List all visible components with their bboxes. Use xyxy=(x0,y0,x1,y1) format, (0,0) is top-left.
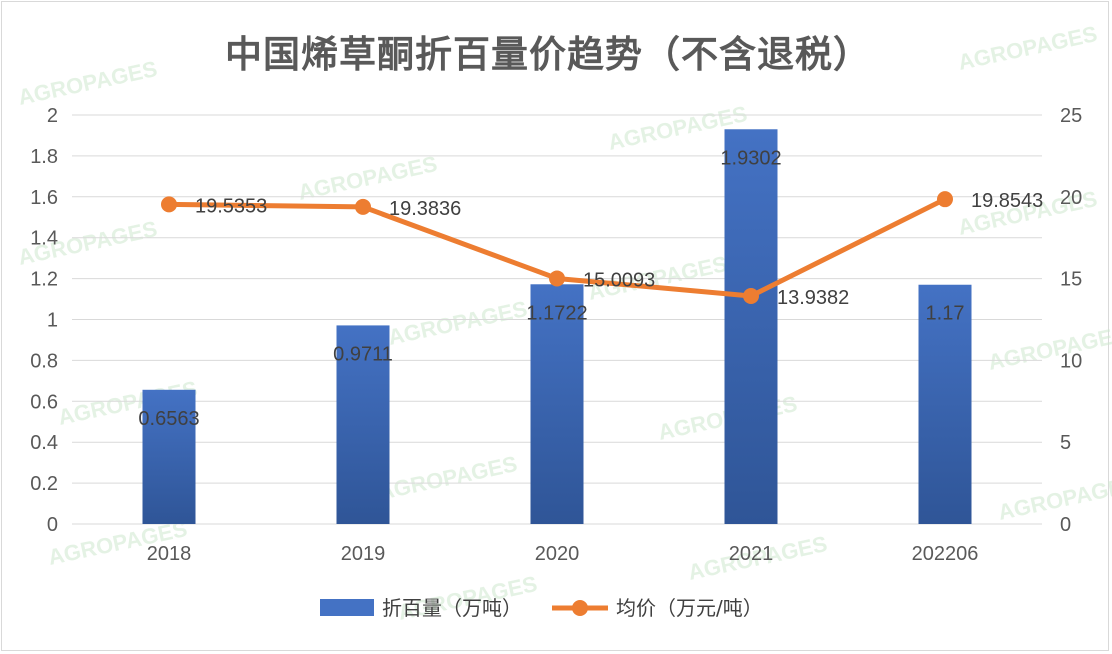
x-axis-tick-label: 2018 xyxy=(147,543,192,565)
x-axis-tick-label: 2019 xyxy=(341,543,386,565)
right-axis-ticks: 0 5 10 15 20 25 xyxy=(1060,105,1082,536)
bar-data-label: 0.9711 xyxy=(333,343,393,365)
watermark-text: AGROPAGES xyxy=(376,451,519,505)
left-axis-tick-label: 1 xyxy=(47,310,58,332)
right-axis-tick-label: 20 xyxy=(1060,187,1082,209)
right-axis-tick-label: 0 xyxy=(1060,514,1071,536)
watermark-text: AGROPAGES xyxy=(996,471,1112,525)
left-axis-ticks: 0 0.2 0.4 0.6 0.8 1 1.2 1.4 1.6 1.8 2 xyxy=(30,105,58,536)
bar-2018 xyxy=(142,389,196,524)
legend-label-bar: 折百量（万吨） xyxy=(382,596,522,620)
right-axis-tick-label: 10 xyxy=(1060,350,1082,372)
watermark-text: AGROPAGES xyxy=(956,21,1099,75)
right-axis-tick-label: 15 xyxy=(1060,269,1082,291)
line-point-2020 xyxy=(549,270,565,287)
legend: 折百量（万吨） 均价（万元/吨） xyxy=(320,596,763,620)
bar-2019 xyxy=(336,325,390,524)
line-data-label: 13.9382 xyxy=(777,287,849,309)
left-axis-tick-label: 0 xyxy=(47,514,58,536)
x-axis-tick-label: 202206 xyxy=(912,543,979,565)
bar-data-label: 1.17 xyxy=(926,303,965,325)
left-axis-tick-label: 0.4 xyxy=(30,432,58,454)
right-axis-tick-label: 25 xyxy=(1060,105,1082,127)
left-axis-tick-label: 0.2 xyxy=(30,473,58,495)
left-axis-tick-label: 2 xyxy=(47,105,58,127)
left-axis-tick-label: 1.2 xyxy=(30,269,58,291)
x-axis-tick-label: 2020 xyxy=(535,543,580,565)
chart-title: 中国烯草酮折百量价趋势（不含退税） xyxy=(225,33,871,76)
data-labels: 0.6563 0.9711 1.1722 1.9302 1.17 19.5353 19.38… xyxy=(138,147,1043,430)
bar-2021 xyxy=(724,129,778,524)
bar-202206 xyxy=(918,284,972,524)
bar-series xyxy=(142,129,972,524)
x-axis-ticks: 2018 2019 2020 2021 202206 xyxy=(147,543,979,565)
left-axis-tick-label: 1.8 xyxy=(30,146,58,168)
line-point-2019 xyxy=(355,198,371,215)
bar-data-label: 1.9302 xyxy=(720,147,781,169)
bar-data-label: 0.6563 xyxy=(138,408,199,430)
left-axis-tick-label: 0.8 xyxy=(30,350,58,372)
left-axis-tick-label: 0.6 xyxy=(30,391,58,413)
right-axis-tick-label: 5 xyxy=(1060,432,1071,454)
line-data-label: 19.8543 xyxy=(971,190,1043,212)
legend-marker-line xyxy=(572,600,588,616)
line-data-label: 15.0093 xyxy=(583,269,655,291)
line-data-label: 19.3836 xyxy=(389,198,461,220)
line-point-2018 xyxy=(161,196,177,213)
bar-data-label: 1.1722 xyxy=(526,302,587,324)
legend-swatch-bar xyxy=(320,599,374,616)
watermark-text: AGROPAGES xyxy=(986,321,1112,375)
line-point-2021 xyxy=(743,287,759,304)
line-point-202206 xyxy=(937,191,953,208)
left-axis-tick-label: 1.4 xyxy=(30,228,58,250)
watermark-text: AGROPAGES xyxy=(386,296,529,350)
line-data-label: 19.5353 xyxy=(195,195,267,217)
bar-2020 xyxy=(530,284,584,524)
left-axis-tick-label: 1.6 xyxy=(30,187,58,209)
legend-label-line: 均价（万元/吨） xyxy=(616,596,763,620)
x-axis-tick-label: 2021 xyxy=(729,543,774,565)
watermark-text: AGROPAGES xyxy=(16,56,159,110)
line-series xyxy=(161,191,953,304)
